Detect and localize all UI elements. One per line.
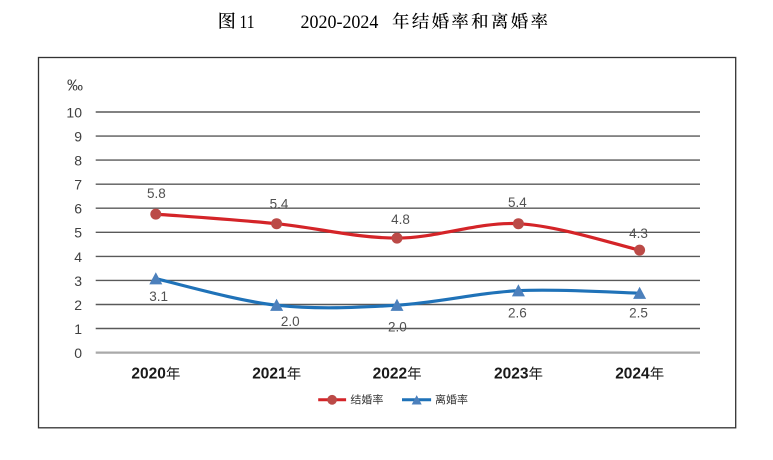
svg-text:2.0: 2.0 [281,314,300,329]
svg-text:11: 11 [240,12,255,33]
svg-text:2023: 2023 [494,366,529,383]
svg-text:1: 1 [74,321,82,337]
svg-text:3: 3 [74,273,82,289]
svg-text:2.6: 2.6 [508,306,527,321]
svg-text:2020: 2020 [131,366,165,383]
svg-text:2.0: 2.0 [388,320,407,335]
svg-text:2: 2 [74,297,82,313]
svg-text:10: 10 [66,104,82,120]
svg-text:8: 8 [74,153,82,169]
svg-text:4: 4 [74,249,82,265]
svg-text:‰: ‰ [67,78,83,95]
svg-text:5.4: 5.4 [270,197,289,212]
svg-text:2021: 2021 [252,366,287,383]
svg-text:2024: 2024 [615,366,650,383]
svg-text:5.8: 5.8 [147,186,166,201]
svg-text:6: 6 [74,201,82,217]
svg-text:0: 0 [74,345,82,361]
svg-text:9: 9 [74,129,82,145]
svg-text:5: 5 [74,225,82,241]
svg-text:3.1: 3.1 [149,289,168,304]
svg-text:2.5: 2.5 [629,306,648,321]
svg-text:5.4: 5.4 [508,195,527,210]
svg-text:4.8: 4.8 [391,212,410,227]
svg-text:2020-2024: 2020-2024 [301,12,379,33]
svg-text:7: 7 [74,177,82,193]
svg-text:2022: 2022 [373,366,407,383]
svg-text:4.3: 4.3 [629,226,648,241]
